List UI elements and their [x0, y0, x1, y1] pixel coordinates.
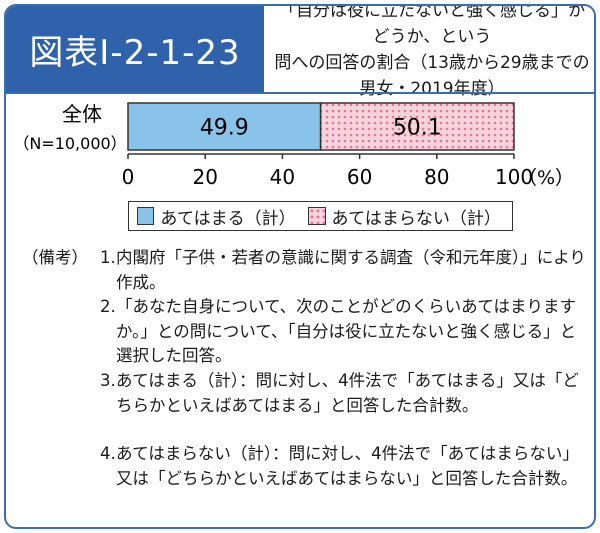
- figure-label: 図表Ⅰ-2-1-23: [6, 6, 264, 92]
- note-item-1: 1. 内閣府「子供・若者の意識に関する調査（令和元年度）」により作成。: [100, 246, 590, 295]
- x-axis-unit: （%）: [518, 167, 574, 189]
- note-text: あてはまる（計）：問に対し、4件法で「あてはまる」又は「どちらかといえばあてはま…: [116, 371, 579, 415]
- note-text: 「あなた自身について、次のことがどのくらいあてはまりますか。」との問について、「…: [116, 297, 577, 365]
- x-tick-label: 0: [122, 165, 135, 189]
- note-text: 内閣府「子供・若者の意識に関する調査（令和元年度）」により作成。: [116, 248, 586, 292]
- note-number: 1.: [100, 248, 116, 267]
- note-item-2: 2. 「あなた自身について、次のことがどのくらいあてはまりますか。」との問につい…: [100, 295, 590, 369]
- legend-item-agree: あてはまる（計）: [137, 204, 296, 229]
- header-divider: [6, 92, 594, 94]
- figure-frame: 図表Ⅰ-2-1-23 「自分は役に立たないと強く感じる」かどうか、という 問への…: [4, 4, 596, 529]
- legend: あてはまる（計） あてはまらない（計）: [128, 201, 513, 231]
- data-label-1: 49.9: [200, 116, 249, 141]
- legend-label-agree: あてはまる（計）: [160, 208, 296, 229]
- x-tick-label: 100: [495, 165, 533, 189]
- category-n-note: （N=10,000）: [13, 134, 126, 153]
- legend-item-disagree: あてはまらない（計）: [308, 204, 501, 229]
- note-item-3: 3. あてはまる（計）：問に対し、4件法で「あてはまる」又は「どちらかといえばあ…: [100, 369, 590, 418]
- legend-label-disagree: あてはまらない（計）: [331, 208, 501, 229]
- category-label: 全体: [62, 102, 102, 126]
- note-number: 4.: [100, 444, 116, 463]
- x-tick-label: 80: [424, 165, 449, 189]
- stacked-bar-chart: 全体 （N=10,000） 49.9 50.1 0 20 40 60 80 100（%）: [13, 102, 574, 189]
- x-tick-label: 40: [270, 165, 295, 189]
- note-number: 3.: [100, 371, 116, 390]
- legend-swatch-agree: [137, 207, 155, 225]
- notes-heading: （備考）: [22, 248, 88, 267]
- x-tick-label: 20: [192, 165, 217, 189]
- note-item-4: 4. あてはまらない（計）：問に対し、4件法で「あてはまらない」又は「どちらかと…: [100, 442, 590, 491]
- bar-segment-2: [319, 102, 515, 151]
- legend-swatch-disagree: [308, 207, 326, 225]
- data-label-2: 50.1: [393, 116, 442, 141]
- x-tick-label: 60: [347, 165, 372, 189]
- note-text: あてはまらない（計）：問に対し、4件法で「あてはまらない」又は「どちらかといえば…: [116, 444, 579, 488]
- note-number: 2.: [100, 297, 116, 316]
